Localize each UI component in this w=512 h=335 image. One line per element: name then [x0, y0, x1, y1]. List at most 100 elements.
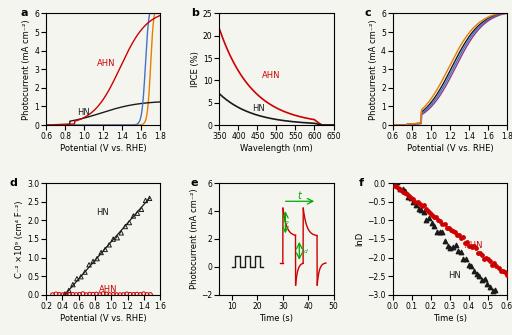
Point	[470, 268, 478, 274]
Point	[395, 186, 403, 192]
Point	[455, 232, 463, 238]
Point	[412, 199, 420, 205]
Point	[491, 288, 499, 293]
Point	[494, 295, 502, 300]
Point	[126, 292, 134, 297]
X-axis label: Potential (V vs. RHE): Potential (V vs. RHE)	[60, 144, 146, 153]
Point	[391, 183, 399, 188]
Text: AHN: AHN	[465, 241, 483, 250]
Point	[133, 291, 141, 297]
Point	[440, 221, 449, 226]
Y-axis label: Photocurrent (mA cm⁻²): Photocurrent (mA cm⁻²)	[23, 19, 31, 120]
Point	[109, 292, 117, 297]
Point	[499, 268, 507, 273]
Point	[461, 240, 470, 246]
Point	[77, 274, 85, 279]
Point	[430, 214, 438, 219]
Point	[58, 292, 67, 297]
Point	[399, 189, 407, 194]
X-axis label: Time (s): Time (s)	[433, 314, 467, 323]
Point	[467, 245, 476, 250]
Point	[484, 257, 492, 262]
Point	[412, 202, 420, 208]
Point	[85, 262, 93, 267]
Point	[125, 220, 134, 225]
Point	[454, 248, 462, 253]
Y-axis label: lnD: lnD	[356, 232, 365, 246]
Point	[497, 268, 505, 273]
Point	[459, 234, 467, 240]
Point	[81, 269, 89, 275]
Point	[503, 273, 511, 278]
Point	[397, 187, 405, 193]
Text: HN: HN	[448, 271, 461, 280]
Point	[143, 292, 151, 297]
Point	[414, 200, 422, 205]
Point	[438, 229, 446, 235]
Point	[420, 209, 428, 214]
Point	[102, 291, 111, 297]
Point	[453, 232, 461, 238]
Text: d: d	[10, 178, 17, 188]
Point	[488, 288, 497, 294]
Point	[472, 245, 480, 251]
X-axis label: Wavelength (nm): Wavelength (nm)	[240, 144, 313, 153]
Point	[133, 210, 141, 216]
Point	[428, 220, 436, 226]
X-axis label: Potential (V vs. RHE): Potential (V vs. RHE)	[407, 144, 493, 153]
Point	[459, 256, 467, 261]
Point	[73, 276, 81, 281]
Point	[86, 291, 94, 297]
Point	[436, 229, 444, 235]
Point	[495, 265, 503, 271]
Point	[475, 273, 483, 278]
Point	[130, 213, 138, 219]
Point	[79, 291, 87, 296]
Text: AHN: AHN	[262, 71, 281, 80]
Point	[483, 281, 492, 287]
Point	[409, 197, 417, 202]
Point	[463, 240, 472, 245]
Point	[417, 208, 425, 213]
Y-axis label: C⁻² ×10⁹ (cm⁴ F⁻²): C⁻² ×10⁹ (cm⁴ F⁻²)	[15, 200, 24, 278]
Point	[393, 180, 401, 185]
Point	[493, 263, 501, 269]
Text: HN: HN	[77, 108, 90, 117]
Point	[146, 292, 155, 297]
X-axis label: Time (s): Time (s)	[260, 314, 293, 323]
Point	[82, 292, 91, 297]
Point	[499, 296, 507, 301]
Text: AHN: AHN	[96, 59, 115, 68]
Point	[438, 221, 446, 226]
Point	[420, 203, 428, 208]
Text: a: a	[21, 8, 29, 18]
Point	[99, 291, 107, 296]
Point	[482, 255, 490, 261]
Point	[478, 252, 486, 257]
Point	[457, 250, 465, 255]
Text: b: b	[191, 8, 199, 18]
Point	[113, 292, 121, 297]
Point	[69, 292, 77, 297]
Point	[490, 261, 499, 266]
Point	[424, 209, 432, 214]
Point	[121, 224, 130, 229]
Point	[446, 227, 455, 232]
Text: HN: HN	[252, 104, 265, 113]
Point	[96, 292, 104, 297]
Text: AHN: AHN	[99, 285, 118, 294]
Point	[486, 258, 495, 264]
Point	[457, 235, 465, 240]
Point	[464, 263, 473, 268]
Point	[407, 195, 415, 201]
Point	[137, 207, 145, 212]
Text: HN: HN	[97, 208, 110, 217]
Point	[72, 292, 80, 297]
Point	[92, 291, 100, 297]
Point	[443, 243, 452, 249]
Point	[488, 263, 497, 268]
Point	[409, 199, 417, 204]
Point	[425, 216, 433, 221]
Point	[428, 212, 436, 218]
Point	[61, 291, 69, 297]
